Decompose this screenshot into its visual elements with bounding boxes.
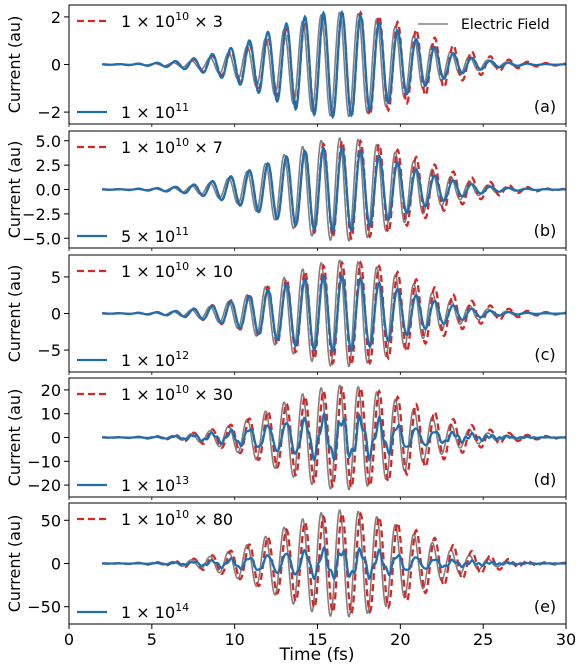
shared-x-axis: 0 5 10 15 20 25 30 — [64, 624, 576, 649]
y-tick-label: 0.0 — [36, 181, 61, 200]
legend-label-solid: 5 × 1011 — [121, 225, 189, 246]
series-current — [102, 545, 566, 581]
y-axis-label: Current (au) — [5, 141, 24, 239]
y-tick-label: 0 — [51, 305, 61, 324]
legend-label-solid: 1 × 1012 — [121, 349, 189, 370]
y-tick-label: −2 — [37, 103, 61, 122]
panel-label: (a) — [534, 97, 556, 116]
y-tick-label: 0 — [51, 56, 61, 75]
series-current — [102, 145, 566, 234]
legend-label-solid: 1 × 1013 — [121, 474, 189, 495]
plot-area — [102, 384, 566, 491]
panel-c: −5 0 5 Current (au) (c) 1 × 1010 × 10 1 × 1012 — [5, 254, 567, 375]
legend-label-solid: 1 × 1011 — [121, 101, 189, 122]
y-tick-label: 5.0 — [36, 132, 61, 151]
legend-label-dashed: 1 × 1010 × 7 — [121, 136, 223, 157]
panel-a: −2 0 2 Current (au) (a) 1 × 1010 × 3 1 × 1011 E… — [5, 4, 567, 127]
series-electric-field — [102, 137, 566, 242]
panel-e: −50 0 50 Current (au) (e) 1 × 1010 × 80 1 × 10… — [5, 502, 567, 625]
panel-label: (c) — [534, 345, 555, 364]
y-tick-label: 10 — [41, 405, 61, 424]
legend-label-dashed: 1 × 1010 × 30 — [121, 383, 233, 404]
legend-label-dashed: 1 × 1010 × 80 — [121, 508, 233, 529]
x-tick-label: 25 — [473, 630, 493, 649]
y-tick-label: 50 — [41, 511, 61, 530]
x-tick-label: 15 — [307, 630, 327, 649]
y-axis-label: Current (au) — [5, 265, 24, 363]
x-axis-label: Time (fs) — [278, 645, 354, 665]
plot-area — [102, 137, 566, 242]
series-current — [102, 411, 566, 463]
y-axis-label: Current (au) — [5, 515, 24, 613]
legend-label-dashed: 1 × 1010 × 10 — [121, 260, 233, 281]
x-tick-label: 0 — [64, 630, 74, 649]
legend-label-solid: 1 × 1014 — [121, 601, 189, 622]
panel-d: −20 −10 0 10 20 Current (au) (d) 1 × 1010 × 30 1… — [5, 377, 567, 500]
y-tick-label: 5 — [51, 268, 61, 287]
panel-label: (d) — [534, 470, 557, 489]
y-tick-label: 0 — [51, 555, 61, 574]
y-tick-label: −50 — [27, 598, 61, 617]
y-tick-label: 20 — [41, 381, 61, 400]
legend-label-dashed: 1 × 1010 × 3 — [121, 10, 223, 31]
y-tick-label: −5 — [37, 341, 61, 360]
series-current — [102, 273, 566, 354]
y-tick-label: 2 — [51, 8, 61, 27]
panel-label: (e) — [534, 597, 556, 616]
x-tick-label: 30 — [556, 630, 576, 649]
panel-label: (b) — [534, 221, 557, 240]
x-tick-label: 20 — [390, 630, 410, 649]
y-tick-label: 2.5 — [36, 156, 61, 175]
y-tick-label: −2.5 — [22, 205, 61, 224]
legend-label-field: Electric Field — [461, 17, 550, 33]
plot-area — [102, 9, 566, 120]
y-tick-label: −5.0 — [22, 229, 61, 248]
y-tick-label: −20 — [27, 476, 61, 495]
series-current — [102, 9, 566, 120]
y-tick-label: −10 — [27, 452, 61, 471]
y-tick-label: 0 — [51, 429, 61, 448]
y-axis-label: Current (au) — [5, 16, 24, 114]
x-tick-label: 10 — [224, 630, 244, 649]
series-electric-field — [102, 259, 566, 368]
panel-b: −5.0 −2.5 0.0 2.5 5.0 Current (au) (b) 1 × 1010… — [5, 130, 567, 251]
y-axis-label: Current (au) — [5, 389, 24, 487]
x-tick-label: 5 — [147, 630, 157, 649]
plot-area — [102, 259, 566, 368]
plot-area — [102, 509, 566, 618]
